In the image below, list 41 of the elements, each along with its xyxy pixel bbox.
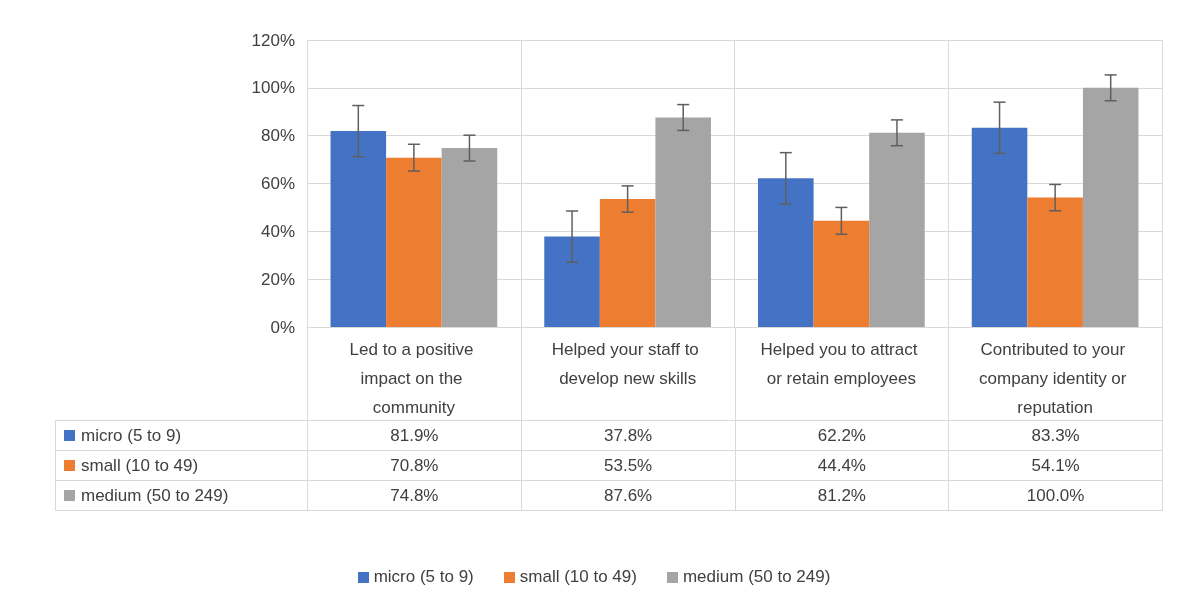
- text: medium (50 to 249): [81, 485, 229, 505]
- legend-label: medium (50 to 249): [682, 567, 831, 587]
- text: small (10 to 49): [519, 567, 637, 586]
- data-label: 100.0%: [948, 480, 1163, 511]
- x-tick-label: Helped you to attract or retain employees: [760, 340, 923, 388]
- text: micro (5 to 9): [373, 567, 474, 586]
- bar: [330, 131, 387, 327]
- x-tick-label: Contributed to your company identity or reputation: [979, 340, 1132, 417]
- bar: [544, 236, 600, 327]
- y-tick-label: 80%: [260, 126, 295, 146]
- y-tick-label: 40%: [260, 221, 295, 241]
- data-label: 44.4%: [734, 450, 950, 481]
- bar: [971, 127, 1028, 327]
- y-tick-label: 20%: [260, 269, 295, 289]
- data-label: 37.8%: [520, 420, 736, 451]
- x-tick-label: Helped your staff to develop new skills: [551, 340, 704, 388]
- x-tick-label: Led to a positive impact on the community: [349, 340, 479, 417]
- legend-label: small (10 to 49): [81, 455, 199, 476]
- legend-label: micro (5 to 9): [81, 425, 182, 446]
- bar: [599, 199, 656, 327]
- bar: [655, 117, 711, 327]
- bar: [441, 148, 498, 327]
- y-tick-label: 120%: [251, 30, 295, 50]
- y-tick-label: 60%: [260, 174, 295, 193]
- data-label: 87.6%: [520, 480, 736, 511]
- data-label: 53.5%: [520, 450, 736, 481]
- bar: [386, 157, 442, 327]
- data-label: 81.9%: [307, 420, 522, 451]
- y-tick-label: 0%: [270, 317, 295, 337]
- data-label: 74.8%: [307, 480, 522, 511]
- bar: [869, 132, 925, 327]
- bar: [758, 178, 814, 327]
- bar: [1082, 87, 1139, 327]
- bar: [1027, 197, 1083, 327]
- data-label: 54.1%: [948, 450, 1163, 481]
- data-label: 70.8%: [307, 450, 522, 481]
- data-label: 81.2%: [734, 480, 950, 511]
- data-label: 83.3%: [948, 420, 1163, 451]
- y-tick-label: 100%: [251, 78, 295, 98]
- data-label: 62.2%: [734, 420, 950, 451]
- bar: [813, 220, 870, 327]
